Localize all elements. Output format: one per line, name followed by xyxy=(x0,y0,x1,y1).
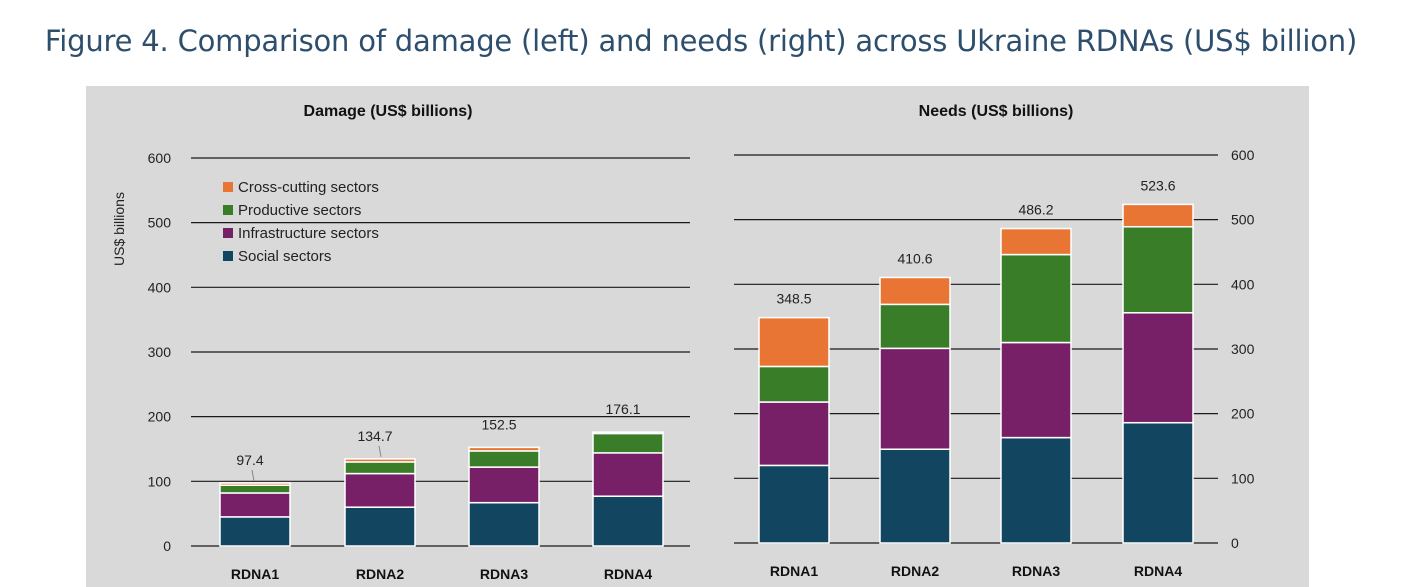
damage-y-tick-label: 0 xyxy=(163,538,171,554)
damage-bar-social-rdna2 xyxy=(344,506,416,547)
needs-x-tick-label: RDNA2 xyxy=(891,563,939,579)
needs-bar-infrastructure-rdna3 xyxy=(1000,341,1072,439)
damage-bar-infrastructure-rdna1 xyxy=(219,492,291,518)
damage-y-tick-label: 100 xyxy=(148,473,172,489)
damage-bar-cross_cutting-rdna4 xyxy=(592,431,664,435)
damage-bar-infrastructure-rdna2 xyxy=(344,472,416,508)
needs-x-tick-label: RDNA3 xyxy=(1012,563,1060,579)
needs-bar-cross_cutting-rdna1 xyxy=(758,316,830,368)
damage-y-tick-label: 600 xyxy=(148,150,172,166)
needs-chart-title: Needs (US$ billions) xyxy=(919,103,1074,120)
damage-bar-cross_cutting-rdna2 xyxy=(344,458,416,463)
needs-bar-cross_cutting-rdna4 xyxy=(1122,203,1194,228)
damage-bar-productive-rdna2 xyxy=(344,461,416,475)
damage-bar-productive-rdna4 xyxy=(592,432,664,454)
damage-chart-title: Damage (US$ billions) xyxy=(304,103,473,120)
legend-swatch-cross_cutting xyxy=(223,182,233,192)
needs-bar-productive-rdna1 xyxy=(758,365,830,403)
needs-bar-cross_cutting-rdna2 xyxy=(879,276,951,306)
needs-bar-infrastructure-rdna4 xyxy=(1122,312,1194,424)
damage-chart: 0 100 200 300 400 500 600 RDNA1 97.4 RDNA2 134.7 RD… xyxy=(148,150,690,582)
needs-bar-infrastructure-rdna1 xyxy=(758,401,830,467)
needs-y-tick-label: 100 xyxy=(1231,470,1255,486)
damage-y-tick-label: 300 xyxy=(148,344,172,360)
needs-y-tick-label: 0 xyxy=(1231,535,1239,551)
needs-bar-productive-rdna4 xyxy=(1122,226,1194,314)
needs-bar-productive-rdna3 xyxy=(1000,253,1072,344)
needs-x-tick-label: RDNA4 xyxy=(1134,563,1182,579)
damage-total-label: 134.7 xyxy=(357,428,392,444)
damage-total-label: 176.1 xyxy=(605,401,640,417)
legend-label-productive: Productive sectors xyxy=(238,202,361,219)
damage-leader-line xyxy=(378,445,382,457)
needs-y-tick-label: 400 xyxy=(1231,276,1255,292)
damage-legend: Cross-cutting sectors Productive sectors I… xyxy=(223,179,379,265)
needs-y-tick-label: 600 xyxy=(1231,147,1255,163)
chart-panel: Damage (US$ billions) Needs (US$ billion… xyxy=(86,86,1309,587)
damage-bar-social-rdna3 xyxy=(468,501,540,547)
damage-bar-social-rdna4 xyxy=(592,495,664,547)
legend-swatch-social xyxy=(223,251,233,261)
needs-bar-social-rdna1 xyxy=(758,464,830,544)
needs-bar-cross_cutting-rdna3 xyxy=(1000,227,1072,256)
needs-x-tick-label: RDNA1 xyxy=(770,563,818,579)
damage-y-axis-label: US$ billions xyxy=(111,192,127,266)
legend-swatch-productive xyxy=(223,205,233,215)
legend-swatch-infrastructure xyxy=(223,228,233,238)
legend-label-social: Social sectors xyxy=(238,248,331,265)
damage-x-tick-label: RDNA3 xyxy=(480,566,528,582)
damage-y-tick-label: 200 xyxy=(148,409,172,425)
needs-total-label: 348.5 xyxy=(776,291,811,307)
damage-bar-productive-rdna3 xyxy=(468,450,540,468)
legend-label-cross_cutting: Cross-cutting sectors xyxy=(238,179,379,196)
needs-chart: 0 100 200 300 400 500 600 RDNA1 348.5 RDNA2 410.6 R… xyxy=(734,147,1255,579)
charts-svg: Damage (US$ billions) Needs (US$ billion… xyxy=(111,103,1255,582)
damage-x-tick-label: RDNA2 xyxy=(356,566,404,582)
legend-label-infrastructure: Infrastructure sectors xyxy=(238,225,379,242)
needs-total-label: 486.2 xyxy=(1018,202,1053,218)
damage-bar-infrastructure-rdna3 xyxy=(468,466,540,504)
damage-total-label: 97.4 xyxy=(236,452,263,468)
damage-bar-infrastructure-rdna4 xyxy=(592,452,664,497)
needs-bar-social-rdna3 xyxy=(1000,436,1072,544)
needs-y-tick-label: 500 xyxy=(1231,212,1255,228)
needs-total-label: 523.6 xyxy=(1140,177,1175,193)
damage-bar-social-rdna1 xyxy=(219,516,291,547)
needs-total-label: 410.6 xyxy=(897,250,932,266)
needs-bar-productive-rdna2 xyxy=(879,303,951,350)
damage-y-tick-label: 400 xyxy=(148,279,172,295)
damage-x-tick-label: RDNA4 xyxy=(604,566,652,582)
figure-title: Figure 4. Comparison of damage (left) an… xyxy=(44,24,1358,58)
needs-y-tick-label: 200 xyxy=(1231,406,1255,422)
needs-y-tick-label: 300 xyxy=(1231,341,1255,357)
needs-bar-social-rdna2 xyxy=(879,448,951,544)
damage-bar-cross_cutting-rdna3 xyxy=(468,446,540,452)
needs-bar-infrastructure-rdna2 xyxy=(879,347,951,450)
damage-x-tick-label: RDNA1 xyxy=(231,566,279,582)
damage-total-label: 152.5 xyxy=(481,416,516,432)
damage-bar-productive-rdna1 xyxy=(219,484,291,494)
damage-leader-line xyxy=(251,469,255,482)
damage-y-tick-label: 500 xyxy=(148,215,172,231)
needs-bar-social-rdna4 xyxy=(1122,421,1194,544)
damage-bar-cross_cutting-rdna1 xyxy=(219,482,291,486)
